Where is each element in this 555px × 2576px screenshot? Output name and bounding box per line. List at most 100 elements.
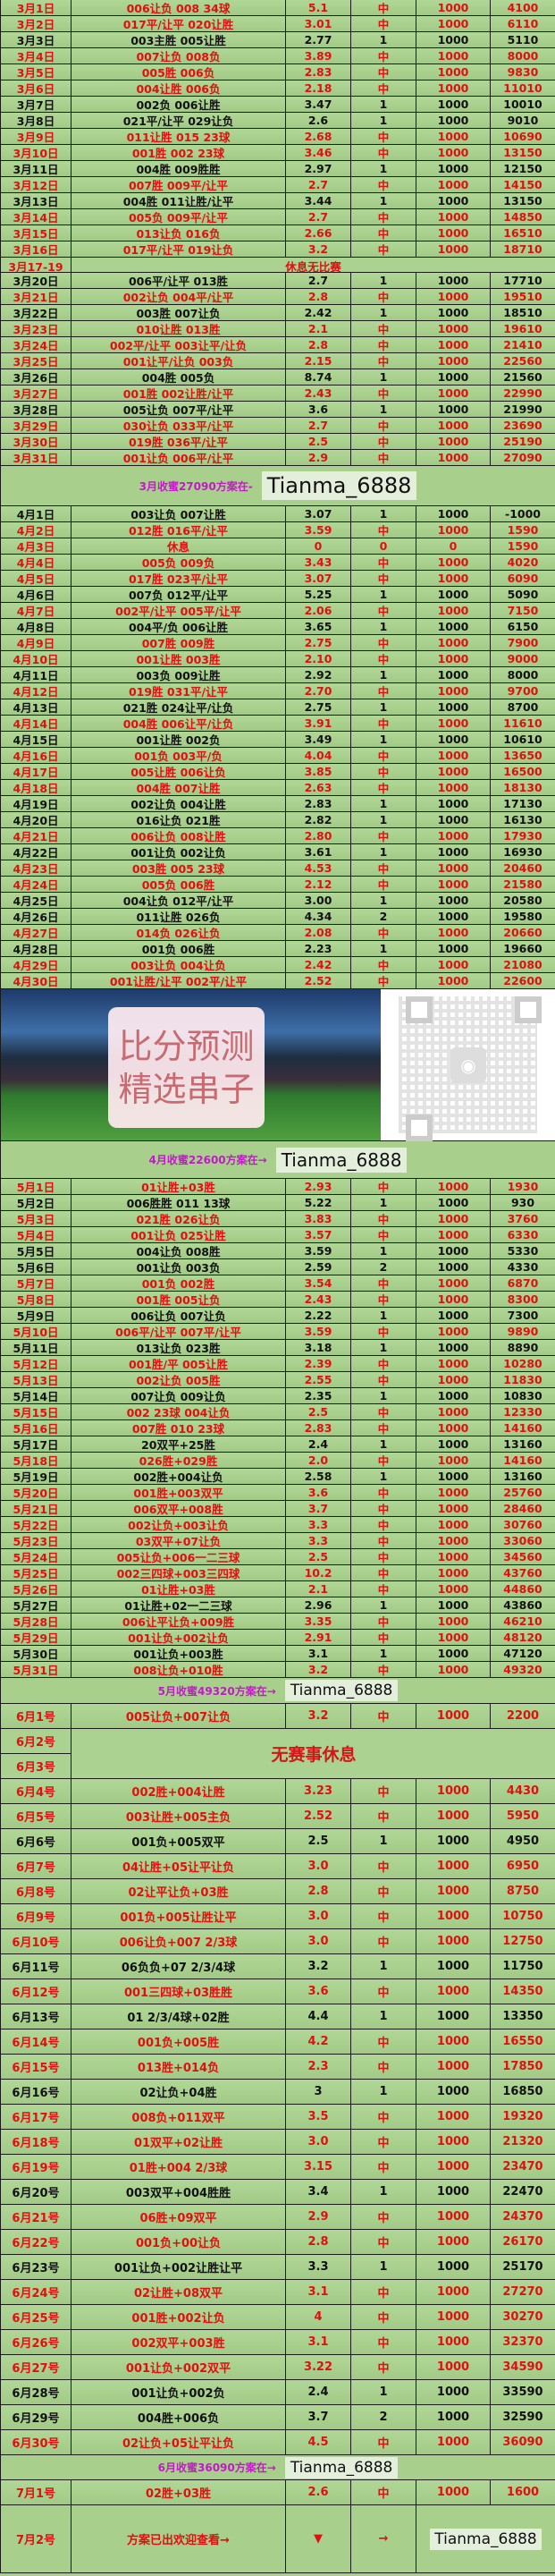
result-cell: 1 [351, 402, 416, 417]
date-cell: 4月30日 [1, 973, 71, 988]
odds-cell: 2.92 [286, 667, 351, 682]
table-row: 6月28号 001让负+002负 2.4 1 1000 33590 [1, 2380, 555, 2405]
picks-cell: 011让胜 026负 [71, 909, 286, 924]
result-cell: 中 [351, 1501, 416, 1516]
result-cell: 中 [351, 450, 416, 465]
stake-cell: 1000 [416, 1340, 491, 1355]
date-cell: 5月13日 [1, 1372, 71, 1387]
stake-cell: 1000 [416, 2055, 491, 2079]
odds-cell: 2.5 [286, 1404, 351, 1419]
picks-cell: 003负 009让胜 [71, 667, 286, 682]
picks-cell: 013胜+014负 [71, 2055, 286, 2079]
table-row: 4月21日 006让负 008让胜 2.80 中 1000 17930 [1, 828, 555, 844]
picks-cell: 016让负 021胜 [71, 812, 286, 827]
picks-cell: 03双平+07让负 [71, 1533, 286, 1548]
stake-cell: 1000 [416, 386, 491, 401]
result-cell: 中 [351, 716, 416, 731]
stake-cell: 1000 [416, 925, 491, 940]
stake-cell: 1000 [416, 716, 491, 731]
stake-cell: 1000 [416, 353, 491, 369]
balance-cell: 9000 [491, 651, 555, 666]
stake-cell: 1000 [416, 2255, 491, 2279]
picks-cell: 003双平+004胜胜 [71, 2180, 286, 2204]
latest-plan-row: 7月2号 方案已出欢迎查看→ ▼ → Tianma_6888 [1, 2505, 555, 2573]
picks-cell: 004胜 006让平/让负 [71, 716, 286, 731]
odds-cell: 2.7 [286, 209, 351, 225]
date-cell: 6月19号 [1, 2155, 71, 2179]
table-row: 4月8日 004平/负 006让胜 3.65 1 1000 6150 [1, 619, 555, 635]
result-cell: 中 [351, 2055, 416, 2079]
picks-cell: 004胜 005负 [71, 369, 286, 385]
date-cell: 6月4号 [1, 1779, 71, 1803]
stake-cell: 1000 [416, 1533, 491, 1548]
odds-cell: 3.59 [286, 1324, 351, 1339]
picks-cell: 006平/让平 013胜 [71, 273, 286, 288]
date-cell: 4月20日 [1, 812, 71, 827]
table-row: 6月6号 001负+005双平 2.5 1 1000 4950 [1, 1829, 555, 1854]
stake-cell: 1000 [416, 1662, 491, 1677]
picks-cell: 04让胜+05让平让负 [71, 1854, 286, 1878]
table-row: 5月30日 001让负+003胜 3.1 1 1000 47120 [1, 1646, 555, 1662]
month-section: 4月1日 003让负 007让胜 3.07 1 1000 -1000 4月2日 012胜 01… [1, 506, 555, 1179]
balance-cell: 10690 [491, 129, 555, 144]
picks-cell: 001让负+002双平 [71, 2355, 286, 2379]
result-cell: 中 [351, 2330, 416, 2354]
balance-cell: 21990 [491, 402, 555, 417]
odds-cell: 2.82 [286, 812, 351, 827]
date-cell: 6月13号 [1, 2004, 71, 2029]
date-cell: 6月6号 [1, 1829, 71, 1853]
result-cell: 1 [351, 1388, 416, 1403]
stake-cell: 1000 [416, 619, 491, 634]
stake-cell: 1000 [416, 1324, 491, 1339]
picks-cell: 005负 009负 [71, 555, 286, 570]
balance-cell: 6110 [491, 16, 555, 31]
odds-cell: 3.43 [286, 555, 351, 570]
result-cell: 中 [351, 603, 416, 618]
stake-cell: 1000 [416, 1954, 491, 1979]
table-row: 5月15日 002 23球 004让负 2.5 中 1000 12330 [1, 1404, 555, 1420]
table-row: 6月4号 002胜+004让胜 3.23 中 1000 4430 [1, 1779, 555, 1804]
odds-cell: 3.65 [286, 619, 351, 634]
table-row: 3月6日 004让胜 006负 2.18 中 1000 11010 [1, 80, 555, 97]
odds-cell: 2.75 [286, 699, 351, 715]
picks-cell: 001负+005胜 [71, 2029, 286, 2054]
balance-cell: 16850 [491, 2080, 555, 2104]
result-cell: 中 [351, 209, 416, 225]
date-cell: 6月24号 [1, 2280, 71, 2304]
result-cell: 1 [351, 2180, 416, 2204]
table-row: 4月2日 012胜 016平/让平 3.59 中 1000 1590 [1, 522, 555, 538]
stake-cell: 1000 [416, 1372, 491, 1387]
picks-cell: 004胜 011让胜/让平 [71, 193, 286, 208]
balance-cell: 6330 [491, 1227, 555, 1242]
table-row: 5月10日 006平/让平 007平/让平 3.59 中 1000 9890 [1, 1324, 555, 1340]
balance-cell: 17930 [491, 828, 555, 843]
picks-cell: 02让负+05让平让负 [71, 2430, 286, 2454]
odds-cell: 2.43 [286, 386, 351, 401]
result-cell: 中 [351, 1356, 416, 1371]
odds-cell: 2.1 [286, 321, 351, 336]
odds-cell: 2.80 [286, 828, 351, 843]
stake-cell: 1000 [416, 434, 491, 449]
date-cell: 6月29号 [1, 2405, 71, 2429]
odds-cell: 3.54 [286, 1275, 351, 1291]
balance-cell: 14850 [491, 209, 555, 225]
odds-cell: 8.74 [286, 369, 351, 385]
odds-cell: 3.83 [286, 1211, 351, 1226]
date-cell: 3月6日 [1, 80, 71, 96]
qr-finder [515, 996, 542, 1023]
date-cell: 5月19日 [1, 1469, 71, 1484]
stake-cell: 1000 [416, 764, 491, 779]
odds-cell: 3.3 [286, 2255, 351, 2279]
result-cell: 1 [351, 1195, 416, 1210]
picks-cell: 006让平让负+009胜 [71, 1614, 286, 1629]
month-summary: 5月收蜜49320方案在→ Tianma_6888 [1, 1678, 555, 1704]
rest-note: 休息无比赛 [71, 258, 555, 275]
odds-cell: 2.42 [286, 305, 351, 320]
date-cell: 6月22号 [1, 2230, 71, 2254]
balance-cell: 10750 [491, 1904, 555, 1928]
table-row: 3月25日 001让平/让负 003负 2.15 中 1000 22560 [1, 353, 555, 369]
stake-cell: 1000 [416, 1292, 491, 1307]
table-row: 4月16日 001负 003平/负 4.04 中 1000 13650 [1, 748, 555, 764]
date-cell: 6月7号 [1, 1854, 71, 1878]
odds-cell: 2.5 [286, 1549, 351, 1564]
